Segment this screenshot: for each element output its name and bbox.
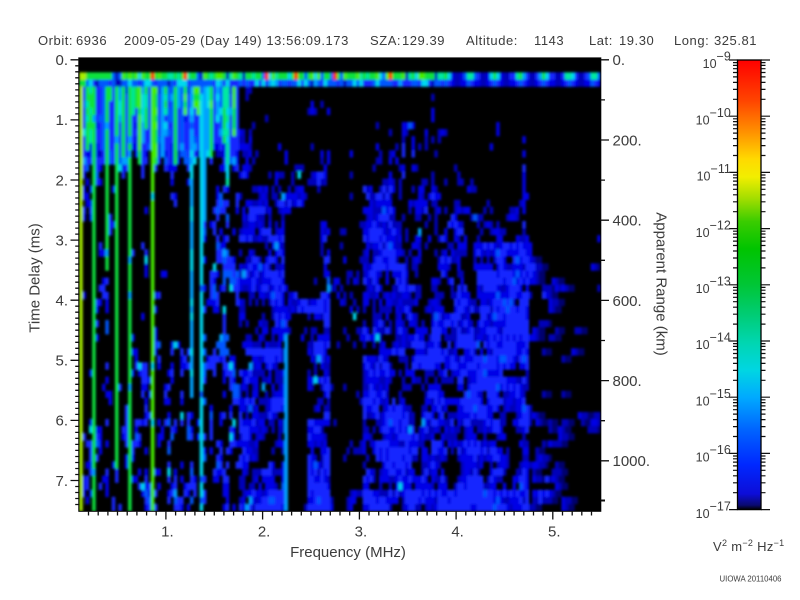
svg-text:0.: 0. <box>613 52 626 69</box>
svg-text:600.: 600. <box>613 293 642 310</box>
svg-text:Long:: Long: <box>674 33 709 48</box>
svg-text:Apparent Range (km): Apparent Range (km) <box>653 212 670 355</box>
svg-text:325.81: 325.81 <box>714 33 757 48</box>
svg-text:19.30: 19.30 <box>619 33 654 48</box>
svg-text:10−16: 10−16 <box>696 443 731 465</box>
svg-text:7.: 7. <box>55 473 68 490</box>
svg-text:10−15: 10−15 <box>696 387 731 409</box>
svg-text:6.: 6. <box>55 413 68 430</box>
svg-text:4.: 4. <box>451 524 464 541</box>
svg-text:6936: 6936 <box>76 33 107 48</box>
svg-text:10−14: 10−14 <box>696 331 731 353</box>
svg-text:Frequency (MHz): Frequency (MHz) <box>290 544 406 561</box>
svg-text:400.: 400. <box>613 213 642 230</box>
svg-text:Time Delay (ms): Time Delay (ms) <box>27 223 44 332</box>
svg-text:1143: 1143 <box>534 33 564 48</box>
svg-text:5.: 5. <box>55 353 68 370</box>
svg-text:10−17: 10−17 <box>696 499 731 521</box>
svg-text:200.: 200. <box>613 132 642 149</box>
svg-text:10−9: 10−9 <box>703 50 731 72</box>
svg-text:3.: 3. <box>355 524 368 541</box>
svg-text:2.: 2. <box>55 172 68 189</box>
svg-text:2.: 2. <box>258 524 271 541</box>
svg-text:1.: 1. <box>161 524 174 541</box>
svg-text:2009-05-29 (Day 149) 13:56:09.: 2009-05-29 (Day 149) 13:56:09.173 <box>124 33 349 48</box>
svg-text:800.: 800. <box>613 373 642 390</box>
svg-text:Orbit:: Orbit: <box>38 33 73 48</box>
svg-text:Lat:: Lat: <box>589 33 613 48</box>
svg-text:10−10: 10−10 <box>696 106 731 128</box>
svg-text:SZA:: SZA: <box>370 33 401 48</box>
svg-text:Altitude:: Altitude: <box>466 33 518 48</box>
svg-text:0.: 0. <box>55 52 68 69</box>
svg-text:10−11: 10−11 <box>697 162 731 184</box>
svg-text:1.: 1. <box>55 112 68 129</box>
svg-text:129.39: 129.39 <box>402 33 445 48</box>
svg-text:V2 m−2 Hz−1: V2 m−2 Hz−1 <box>713 538 785 554</box>
svg-text:5.: 5. <box>548 524 561 541</box>
svg-text:3.: 3. <box>55 232 68 249</box>
svg-text:1000.: 1000. <box>613 453 651 470</box>
svg-text:UIOWA 20110406: UIOWA 20110406 <box>720 575 782 584</box>
svg-text:10−12: 10−12 <box>696 218 731 240</box>
svg-text:4.: 4. <box>55 293 68 310</box>
svg-text:10−13: 10−13 <box>696 275 731 297</box>
